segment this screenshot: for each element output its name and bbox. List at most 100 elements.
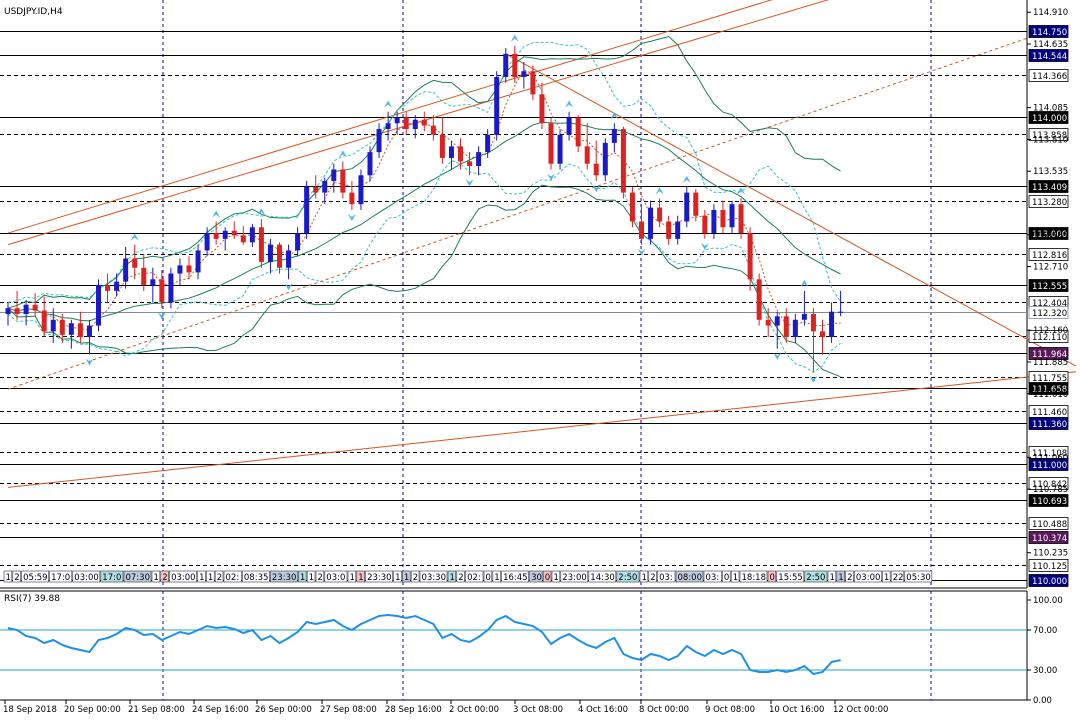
price-tick-label-7: 112.160 xyxy=(1033,326,1068,336)
strip-label-36: 23:00 xyxy=(562,573,587,583)
fractal-down-9 xyxy=(85,358,94,366)
level-tag-label-3: 114.000 xyxy=(1032,114,1067,124)
strip-cell-44 xyxy=(722,570,731,583)
strip-cell-5 xyxy=(100,570,124,583)
candle-body-6 xyxy=(59,319,65,335)
chart-title: USDJPY.ID,H4 xyxy=(4,7,63,17)
strip-cell-21 xyxy=(356,570,365,583)
candle-body-47 xyxy=(430,125,436,135)
level-tag-label-15: 111.658 xyxy=(1032,385,1067,395)
trendline-0 xyxy=(7,0,773,234)
strip-cell-47 xyxy=(767,570,777,583)
level-tag-0 xyxy=(1028,25,1069,38)
price-tick-label-8: 111.885 xyxy=(1033,358,1068,368)
candle-body-28 xyxy=(258,227,264,262)
trendline-4 xyxy=(7,371,1076,488)
strip-cell-24 xyxy=(402,570,411,583)
candle-body-74 xyxy=(675,221,681,239)
strip-cell-11 xyxy=(206,570,215,583)
rsi-label: RSI(7) 39.88 xyxy=(4,594,60,604)
fractal-up-67 xyxy=(610,112,619,120)
strip-label-53: 03:00 xyxy=(856,573,881,583)
time-tick-label-4: 26 Sep 00:00 xyxy=(255,705,312,715)
fractal-down-60 xyxy=(547,173,555,181)
time-tick-label-8: 3 Oct 08:00 xyxy=(513,705,563,715)
candle-body-46 xyxy=(421,119,427,126)
candle-body-49 xyxy=(448,146,454,158)
level-tag-label-0: 114.750 xyxy=(1032,28,1067,38)
level-tag-label-13: 111.964 xyxy=(1032,350,1067,360)
strip-label-42: 08:00 xyxy=(678,573,703,583)
candle-body-67 xyxy=(611,129,617,143)
fractal-up-72 xyxy=(655,187,664,195)
strip-cell-3 xyxy=(49,570,73,583)
level-tag-label-2: 114.366 xyxy=(1032,72,1067,82)
rsi-tick-label-2: 70.00 xyxy=(1033,626,1057,636)
strip-label-50: 1 xyxy=(830,573,835,583)
strip-label-56: 05:30 xyxy=(906,573,931,583)
fractal-up-28 xyxy=(257,208,266,216)
level-tag-8 xyxy=(1028,248,1069,261)
level-tag-label-19: 111.000 xyxy=(1032,461,1067,471)
fractal-up-14 xyxy=(130,233,139,241)
candle-body-56 xyxy=(512,53,518,77)
price-tick-label-10: 111.060 xyxy=(1033,453,1068,463)
candle-body-59 xyxy=(539,94,545,124)
strip-cell-33 xyxy=(529,570,543,583)
strip-cell-15 xyxy=(270,570,298,583)
strip-label-48: 15:55 xyxy=(778,573,803,583)
strip-cell-51 xyxy=(836,570,845,583)
candle-body-72 xyxy=(657,207,663,222)
fractal-down-51 xyxy=(465,179,474,187)
strip-label-37: 14:30 xyxy=(590,573,615,583)
strip-cell-48 xyxy=(776,570,805,583)
level-tag-13 xyxy=(1028,347,1069,360)
strip-label-1: 2 xyxy=(14,573,19,583)
price-axis: 114.750 114.544 114.366 114.000 113.858 113.4… xyxy=(1027,8,1069,587)
candle-body-92 xyxy=(838,311,844,313)
strip-cell-7 xyxy=(151,570,161,583)
indicator-lines xyxy=(7,35,842,378)
strip-label-31: 1 xyxy=(494,573,499,583)
fractal-down-31 xyxy=(284,283,293,291)
strip-cell-26 xyxy=(419,570,448,583)
candle-body-88 xyxy=(801,313,807,320)
strip-label-55: 22 xyxy=(893,573,904,583)
level-tag-9 xyxy=(1028,279,1069,292)
candle-body-78 xyxy=(711,209,717,234)
fractal-up-23 xyxy=(212,210,221,218)
level-tag-15 xyxy=(1028,382,1069,395)
level-tag-label-23: 110.374 xyxy=(1032,534,1067,544)
candle-body-60 xyxy=(548,123,554,164)
time-tick-label-3: 24 Sep 16:00 xyxy=(192,705,249,715)
bollinger-middle xyxy=(7,121,841,322)
strip-label-4: 03:00 xyxy=(74,573,99,583)
candle-body-68 xyxy=(620,129,626,193)
strip-cell-35 xyxy=(551,570,561,583)
time-axis: 18 Sep 2018 20 Sep 00:00 21 Sep 08:00 24 Se… xyxy=(3,700,888,715)
strip-label-17: 1 xyxy=(309,573,314,583)
candle-body-89 xyxy=(810,313,816,332)
strip-cell-43 xyxy=(703,570,722,583)
horizontal-levels xyxy=(0,31,1027,581)
candlesticks[interactable] xyxy=(5,34,844,383)
strip-cell-45 xyxy=(730,570,740,583)
candle-body-84 xyxy=(765,319,771,326)
time-tick-label-10: 8 Oct 00:00 xyxy=(639,705,689,715)
strip-cell-27 xyxy=(447,570,457,583)
candle-body-55 xyxy=(503,53,509,77)
rsi-tick-label-0: 0.00 xyxy=(1033,696,1052,706)
strip-label-32: 16:45 xyxy=(503,573,527,583)
candle-body-50 xyxy=(458,146,463,162)
candle-body-1 xyxy=(14,308,20,314)
strip-label-33: 30 xyxy=(531,573,542,583)
candle-body-66 xyxy=(602,142,608,176)
strip-label-46: 18:18 xyxy=(742,573,767,583)
level-tag-24 xyxy=(1028,559,1069,572)
level-tag-label-4: 113.858 xyxy=(1032,131,1067,141)
level-tag-17 xyxy=(1028,417,1069,430)
price-tick-label-5: 112.985 xyxy=(1033,231,1068,241)
candle-body-54 xyxy=(494,76,500,135)
strip-label-22: 23:30 xyxy=(367,573,392,583)
candle-body-64 xyxy=(584,146,590,164)
